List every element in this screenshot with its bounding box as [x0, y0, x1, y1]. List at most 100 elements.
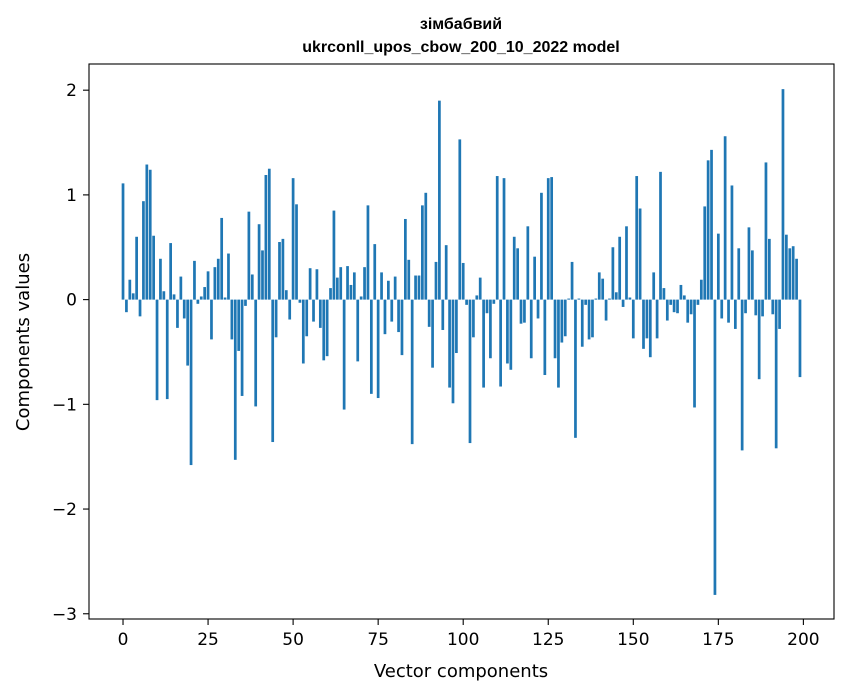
chart-title: зімбабвий: [420, 16, 502, 33]
bar-117: [519, 299, 523, 324]
bar-197: [791, 246, 795, 300]
bar-174: [713, 299, 717, 595]
bars-group: [121, 89, 802, 595]
bar-80: [393, 276, 397, 300]
bar-118: [523, 299, 526, 323]
y-tick-label: −1: [52, 395, 77, 415]
bar-148: [625, 226, 628, 300]
bar-12: [162, 291, 166, 300]
x-axis-label: Vector components: [374, 661, 548, 682]
bar-37: [247, 211, 251, 300]
bar-89: [424, 192, 428, 300]
bar-34: [237, 299, 241, 351]
bar-178: [727, 299, 730, 323]
bar-69: [356, 299, 360, 362]
bar-47: [281, 238, 285, 300]
bar-198: [795, 258, 798, 300]
bar-56: [312, 299, 315, 322]
bar-82: [400, 299, 404, 356]
bar-19: [186, 299, 190, 366]
bar-66: [346, 266, 349, 300]
bar-141: [601, 278, 605, 300]
bar-50: [291, 178, 295, 300]
bar-177: [723, 136, 727, 300]
bar-59: [322, 299, 326, 361]
bar-146: [618, 236, 622, 300]
bar-144: [611, 247, 615, 300]
bar-52: [298, 299, 302, 303]
bar-102: [468, 299, 472, 444]
bar-151: [635, 176, 639, 300]
bar-36: [244, 299, 247, 306]
bar-130: [563, 299, 567, 337]
bar-171: [703, 206, 707, 300]
bar-147: [621, 299, 625, 307]
bar-108: [489, 299, 492, 359]
bar-38: [250, 274, 254, 300]
bar-43: [267, 168, 271, 300]
bar-111: [499, 299, 502, 387]
bar-175: [716, 233, 720, 300]
bar-155: [648, 299, 652, 358]
bar-157: [655, 299, 659, 339]
bar-194: [781, 89, 785, 300]
bar-17: [179, 276, 183, 300]
bar-51: [295, 204, 298, 300]
bar-55: [308, 268, 312, 300]
bar-123: [540, 192, 543, 300]
bar-22: [196, 299, 200, 304]
bar-132: [570, 261, 574, 300]
bar-188: [761, 299, 764, 317]
bar-73: [369, 299, 373, 394]
bar-93: [438, 100, 441, 300]
bar-196: [788, 248, 792, 300]
bar-35: [240, 299, 244, 396]
bar-91: [431, 299, 434, 368]
bar-103: [472, 299, 475, 338]
bar-187: [757, 299, 761, 380]
bar-170: [699, 279, 703, 300]
bar-39: [254, 299, 258, 407]
bar-32: [230, 299, 234, 340]
bar-28: [216, 258, 220, 300]
bar-84: [407, 259, 411, 300]
bar-104: [475, 295, 479, 300]
bar-0: [121, 183, 125, 300]
bar-166: [686, 299, 690, 323]
bar-4: [135, 236, 138, 300]
bar-176: [720, 299, 724, 319]
bar-33: [233, 299, 237, 460]
bar-159: [662, 288, 666, 300]
bar-14: [169, 243, 172, 300]
bar-11: [159, 258, 162, 300]
bar-116: [516, 248, 519, 300]
x-tick-label: 200: [787, 630, 819, 650]
bar-160: [665, 299, 669, 321]
bar-126: [550, 177, 554, 300]
bar-95: [444, 245, 448, 300]
x-tick-label: 175: [702, 630, 734, 650]
bar-7: [145, 164, 149, 300]
bar-137: [587, 299, 591, 340]
y-tick-label: −2: [52, 500, 77, 520]
bar-25: [206, 271, 210, 300]
plot-frame: [88, 63, 835, 620]
bar-167: [689, 299, 693, 315]
bar-60: [325, 299, 329, 357]
bar-105: [478, 277, 482, 300]
bar-191: [771, 299, 775, 315]
bar-87: [417, 275, 421, 300]
x-tick-label: 75: [367, 630, 389, 650]
bar-106: [482, 299, 485, 388]
bar-180: [733, 299, 737, 329]
bar-94: [441, 299, 445, 330]
bar-154: [645, 299, 649, 339]
bar-61: [329, 288, 332, 300]
bar-2: [128, 279, 132, 300]
bar-78: [387, 280, 390, 300]
bar-161: [669, 299, 673, 305]
bar-86: [414, 275, 417, 300]
bar-173: [710, 149, 713, 300]
bar-181: [737, 248, 741, 300]
bar-113: [506, 299, 509, 364]
